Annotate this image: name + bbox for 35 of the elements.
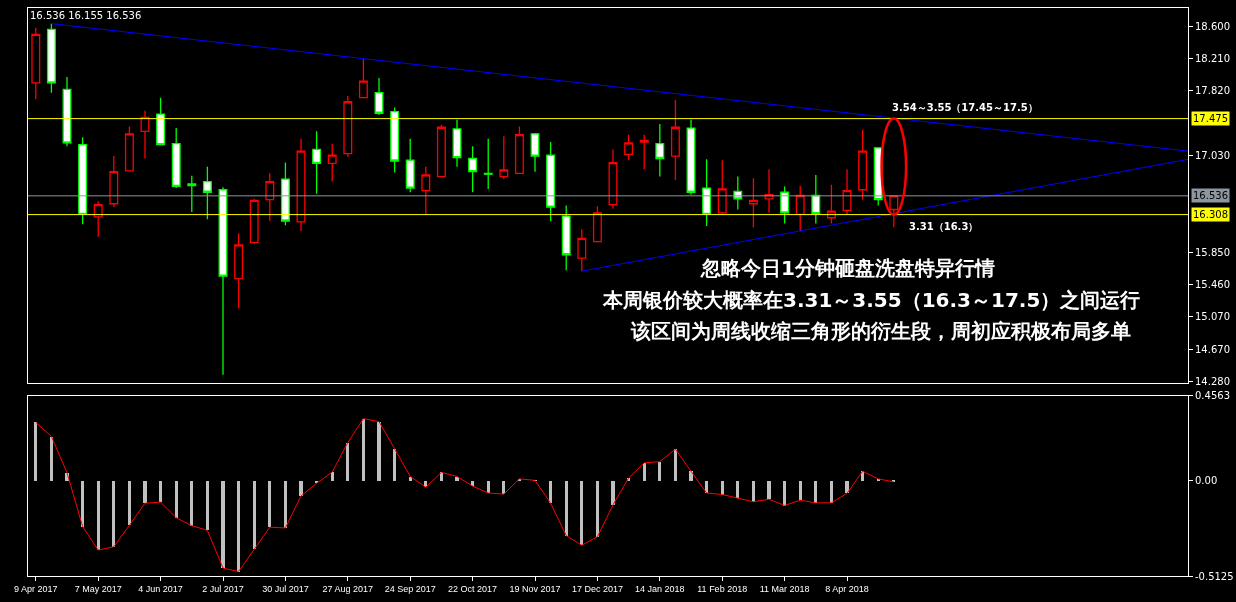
x-tick-label: 30 Jul 2017 bbox=[262, 583, 309, 594]
x-tick-label: 11 Mar 2018 bbox=[759, 583, 810, 594]
y-tick-label: 17.820 bbox=[1195, 84, 1230, 96]
x-tick-label: 14 Jan 2018 bbox=[635, 583, 685, 594]
y-tick-label: 15.460 bbox=[1195, 278, 1230, 290]
y-tick-label: 0.4563 bbox=[1195, 390, 1230, 402]
ref-line-label: 16.308 bbox=[1193, 209, 1228, 220]
y-tick-label: -0.5125 bbox=[1195, 570, 1234, 582]
x-tick-label: 4 Jun 2017 bbox=[138, 583, 183, 594]
x-tick-label: 2 Jul 2017 bbox=[202, 583, 244, 594]
y-tick-label: 15.850 bbox=[1195, 246, 1230, 258]
annotation: 本周银价较大概率在3.31～3.55（16.3～17.5）之间运行 bbox=[602, 288, 1141, 312]
x-tick-label: 24 Sep 2017 bbox=[384, 583, 436, 594]
x-tick-label: 19 Nov 2017 bbox=[509, 583, 561, 594]
ref-line-label: 16.536 bbox=[1193, 190, 1228, 201]
y-tick-label: 18.600 bbox=[1195, 20, 1230, 32]
annotation: 3.54～3.55（17.45～17.5） bbox=[892, 102, 1038, 113]
y-tick-label: 15.070 bbox=[1195, 310, 1230, 322]
y-tick-label: 17.030 bbox=[1195, 149, 1230, 161]
x-tick-label: 9 Apr 2017 bbox=[14, 583, 58, 594]
y-tick-label: 14.670 bbox=[1195, 343, 1230, 355]
annotation: 16.536 16.155 16.536 bbox=[30, 10, 142, 21]
y-tick-label: 0.00 bbox=[1195, 475, 1218, 487]
annotation: 忽略今日1分钟砸盘洗盘特异行情 bbox=[700, 256, 995, 280]
annotation: 3.31（16.3） bbox=[909, 221, 979, 232]
ref-line-label: 17.475 bbox=[1193, 113, 1228, 124]
annotation: 该区间为周线收缩三角形的衍生段，周初应积极布局多单 bbox=[630, 319, 1131, 343]
x-tick-label: 27 Aug 2017 bbox=[322, 583, 374, 594]
y-tick-label: 18.210 bbox=[1195, 52, 1230, 64]
x-tick-label: 22 Oct 2017 bbox=[448, 583, 498, 594]
x-tick-label: 7 May 2017 bbox=[74, 583, 122, 594]
x-tick-label: 8 Apr 2018 bbox=[825, 583, 869, 594]
x-tick-label: 11 Feb 2018 bbox=[697, 583, 748, 594]
x-tick-label: 17 Dec 2017 bbox=[571, 583, 623, 594]
y-tick-label: 14.280 bbox=[1195, 375, 1230, 387]
